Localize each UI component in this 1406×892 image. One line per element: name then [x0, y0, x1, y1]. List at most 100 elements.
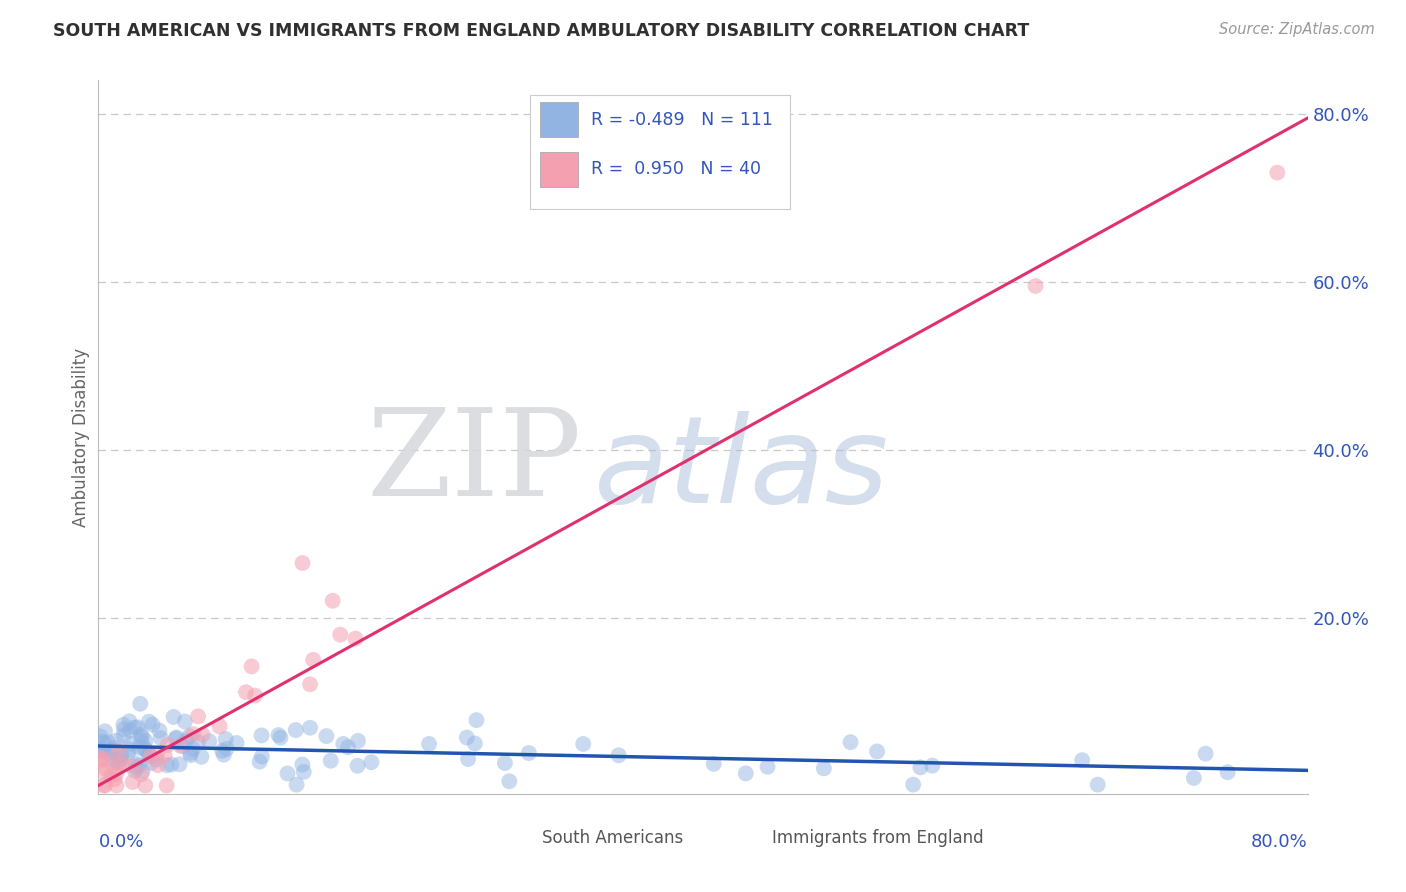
Point: [285, 778, 308, 792]
Point: [187, 709, 209, 723]
Point: [1071, 753, 1094, 767]
Point: [131, 730, 153, 744]
Point: [139, 756, 162, 770]
Point: [284, 723, 307, 737]
Point: [156, 738, 179, 752]
Point: [91, 744, 114, 758]
Point: [135, 733, 157, 747]
Point: [129, 697, 152, 711]
Point: [215, 732, 238, 747]
Point: [839, 735, 862, 749]
Point: [94, 724, 117, 739]
Point: [156, 758, 179, 772]
Point: [107, 745, 129, 759]
Point: [243, 689, 266, 703]
Point: [250, 749, 273, 764]
Point: [156, 779, 179, 793]
Point: [179, 729, 201, 743]
Point: [125, 760, 148, 774]
Point: [110, 752, 132, 766]
Point: [344, 632, 367, 646]
Point: [302, 653, 325, 667]
Point: [457, 752, 479, 766]
Point: [107, 756, 129, 771]
Point: [101, 743, 124, 757]
Point: [225, 736, 247, 750]
Point: [148, 723, 170, 738]
Point: [494, 756, 516, 770]
Point: [93, 736, 115, 750]
Point: [139, 749, 162, 764]
Point: [124, 764, 146, 778]
FancyBboxPatch shape: [734, 824, 763, 851]
Point: [121, 775, 143, 789]
Point: [910, 760, 932, 774]
Point: [250, 728, 273, 742]
Point: [160, 757, 183, 772]
Point: [173, 714, 195, 729]
Y-axis label: Ambulatory Disability: Ambulatory Disability: [72, 348, 90, 526]
Point: [360, 756, 382, 770]
Point: [127, 720, 149, 734]
Point: [89, 742, 111, 756]
Point: [572, 737, 595, 751]
Point: [181, 742, 204, 756]
Point: [90, 751, 112, 765]
Point: [120, 723, 142, 738]
Point: [498, 774, 520, 789]
FancyBboxPatch shape: [530, 95, 790, 209]
Point: [607, 748, 630, 763]
Point: [100, 768, 122, 782]
Point: [291, 556, 314, 570]
Point: [131, 734, 153, 748]
Point: [813, 761, 835, 775]
Point: [105, 733, 128, 747]
Text: ZIP: ZIP: [367, 403, 582, 521]
Point: [208, 719, 231, 733]
Point: [97, 735, 120, 749]
Point: [138, 747, 160, 762]
Point: [108, 756, 131, 770]
Point: [198, 734, 221, 748]
Point: [172, 739, 194, 753]
Point: [921, 758, 943, 772]
Point: [180, 748, 202, 763]
Point: [138, 714, 160, 729]
Point: [901, 778, 924, 792]
Point: [91, 734, 114, 748]
Point: [112, 729, 135, 743]
Text: Immigrants from England: Immigrants from England: [772, 830, 984, 847]
Point: [105, 767, 128, 781]
Point: [418, 737, 440, 751]
Point: [128, 758, 150, 772]
Point: [105, 756, 128, 770]
Point: [146, 758, 169, 772]
Point: [103, 772, 125, 787]
Point: [212, 747, 235, 762]
Point: [299, 677, 322, 691]
Point: [89, 729, 111, 743]
Point: [179, 746, 201, 760]
Point: [1087, 778, 1109, 792]
Text: SOUTH AMERICAN VS IMMIGRANTS FROM ENGLAND AMBULATORY DISABILITY CORRELATION CHAR: SOUTH AMERICAN VS IMMIGRANTS FROM ENGLAN…: [53, 22, 1029, 40]
Point: [347, 734, 370, 748]
Point: [319, 754, 342, 768]
Point: [141, 717, 163, 731]
Point: [93, 744, 115, 758]
Point: [135, 743, 157, 757]
Point: [105, 779, 128, 793]
Point: [249, 755, 271, 769]
Point: [89, 753, 111, 767]
Point: [1216, 765, 1239, 780]
Text: R = -0.489   N = 111: R = -0.489 N = 111: [591, 111, 772, 128]
Point: [191, 728, 214, 742]
Point: [703, 756, 725, 771]
Point: [96, 763, 118, 777]
Point: [128, 740, 150, 755]
Point: [120, 737, 142, 751]
FancyBboxPatch shape: [540, 152, 578, 187]
Point: [134, 779, 156, 793]
Point: [94, 779, 117, 793]
Point: [346, 758, 368, 772]
Text: R =  0.950   N = 40: R = 0.950 N = 40: [591, 161, 761, 178]
